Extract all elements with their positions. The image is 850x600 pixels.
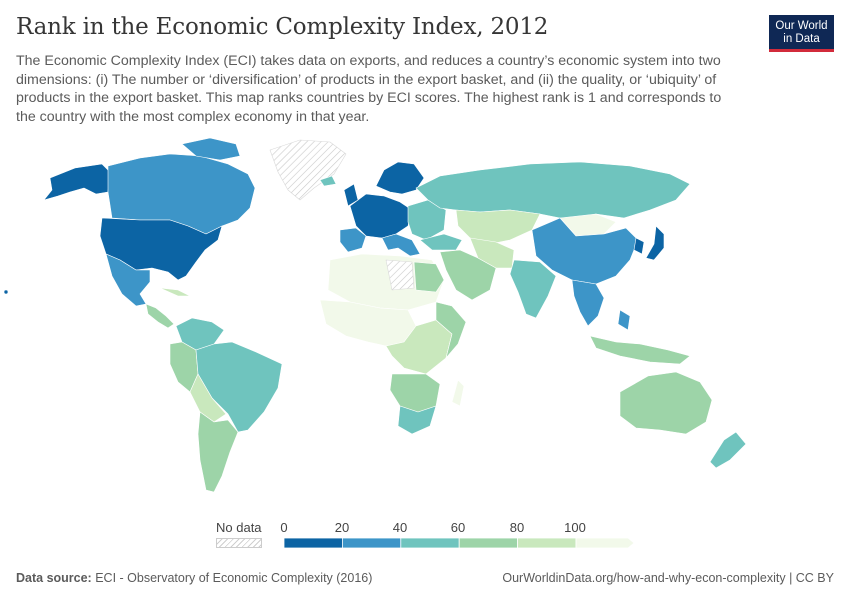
region-australia[interactable] xyxy=(619,371,713,435)
region-greenland[interactable] xyxy=(269,139,347,201)
region-western-europe[interactable] xyxy=(349,193,413,239)
data-source-label: Data source: xyxy=(16,571,92,585)
legend-tick-20: 20 xyxy=(334,520,350,535)
legend-swatch-3[interactable] xyxy=(458,538,518,548)
data-source: Data source: ECI - Observatory of Econom… xyxy=(16,571,372,585)
legend-swatch-4[interactable] xyxy=(517,538,577,548)
region-southern-africa[interactable] xyxy=(389,373,441,413)
owid-logo[interactable]: Our World in Data xyxy=(769,15,834,52)
legend-swatch-5[interactable] xyxy=(575,538,635,548)
region-hawaii[interactable] xyxy=(3,289,9,295)
region-iberia[interactable] xyxy=(339,227,367,253)
region-libya[interactable] xyxy=(385,259,415,291)
legend-tick-60: 60 xyxy=(450,520,466,535)
region-scandinavia[interactable] xyxy=(375,161,425,195)
region-madagascar[interactable] xyxy=(451,379,465,407)
region-southern-europe[interactable] xyxy=(381,233,421,257)
legend-tick-80: 80 xyxy=(509,520,525,535)
legend-color-bar xyxy=(284,538,635,548)
legend-swatch-2[interactable] xyxy=(400,538,460,548)
legend-tick-0: 0 xyxy=(280,520,288,535)
world-map xyxy=(3,137,747,493)
region-alaska[interactable] xyxy=(43,163,111,201)
region-caribbean[interactable] xyxy=(159,287,191,297)
legend-no-data-label: No data xyxy=(216,520,262,535)
region-new-zealand[interactable] xyxy=(709,431,747,469)
logo-line-2: in Data xyxy=(783,33,820,45)
legend-tick-40: 40 xyxy=(392,520,408,535)
region-turkey[interactable] xyxy=(419,233,463,251)
region-canada-arctic[interactable] xyxy=(181,137,241,161)
region-middle-east[interactable] xyxy=(439,249,497,301)
region-uk[interactable] xyxy=(343,183,359,207)
legend-swatch-0[interactable] xyxy=(284,538,343,548)
region-southeast-asia[interactable] xyxy=(571,279,605,327)
chart-title: Rank in the Economic Complexity Index, 2… xyxy=(16,14,549,40)
region-central-asia[interactable] xyxy=(455,209,541,245)
region-philippines[interactable] xyxy=(617,309,631,331)
region-india[interactable] xyxy=(509,259,557,319)
source-url[interactable]: OurWorldinData.org/how-and-why-econ-comp… xyxy=(502,571,834,585)
region-indonesia[interactable] xyxy=(589,335,691,365)
region-iceland[interactable] xyxy=(319,175,337,187)
region-east-africa[interactable] xyxy=(435,301,467,359)
region-japan[interactable] xyxy=(645,225,665,261)
region-china[interactable] xyxy=(531,217,639,285)
legend-no-data-swatch[interactable] xyxy=(216,538,262,548)
region-egypt[interactable] xyxy=(413,261,445,293)
region-korea[interactable] xyxy=(633,237,645,255)
legend-tick-100: 100 xyxy=(564,520,586,535)
region-mexico[interactable] xyxy=(105,253,151,307)
logo-line-1: Our World xyxy=(775,20,828,32)
data-source-text: ECI - Observatory of Economic Complexity… xyxy=(95,571,373,585)
chart-subtitle: The Economic Complexity Index (ECI) take… xyxy=(16,53,722,125)
region-central-america[interactable] xyxy=(145,303,175,329)
legend-swatch-1[interactable] xyxy=(342,538,402,548)
region-argentina[interactable] xyxy=(197,411,239,493)
region-south-africa[interactable] xyxy=(397,405,437,435)
